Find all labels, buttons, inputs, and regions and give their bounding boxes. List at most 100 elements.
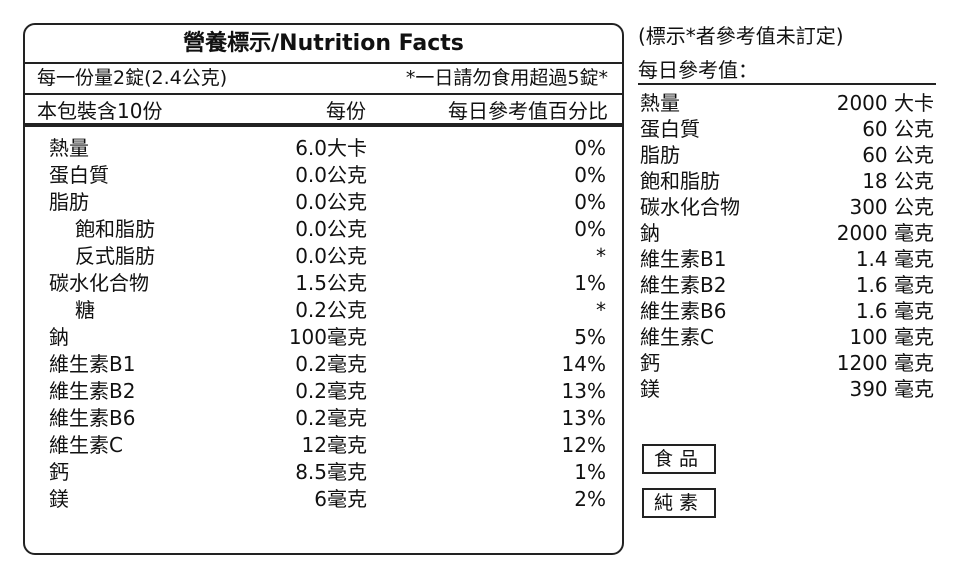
nutrient-row: 脂肪 0.0公克 0%: [25, 189, 622, 215]
reference-nutrient-name: 維生素B6: [640, 299, 727, 323]
reference-row: 維生素B1 1.4 毫克: [638, 246, 936, 272]
nutrient-amount: 6毫克: [314, 487, 367, 511]
reference-row: 熱量 2000 大卡: [638, 90, 936, 116]
reference-nutrient-name: 碳水化合物: [640, 195, 740, 219]
nutrient-amount: 0.2毫克: [295, 352, 367, 376]
nutrient-row: 鈣 8.5毫克 1%: [25, 459, 622, 485]
nutrient-daily-percent: 1%: [574, 271, 606, 295]
reference-nutrient-name: 熱量: [640, 91, 680, 115]
reference-nutrient-name: 蛋白質: [640, 117, 700, 141]
nutrient-row: 蛋白質 0.0公克 0%: [25, 162, 622, 188]
badge-vegan: 純素: [642, 488, 716, 518]
divider-serving: [25, 93, 622, 95]
daily-limit-note: *一日請勿食用超過5錠*: [405, 67, 608, 89]
nutrient-daily-percent: 13%: [561, 379, 606, 403]
nutrient-amount: 0.0公克: [295, 244, 367, 268]
reference-row: 維生素B6 1.6 毫克: [638, 298, 936, 324]
reference-row: 維生素C 100 毫克: [638, 324, 936, 350]
nutrient-amount: 8.5毫克: [295, 460, 367, 484]
nutrient-amount: 0.0公克: [295, 163, 367, 187]
servings-per-package: 本包裝含10份: [37, 99, 163, 123]
nutrient-amount: 0.2公克: [295, 298, 367, 322]
nutrient-daily-percent: 0%: [574, 163, 606, 187]
nutrient-row: 鎂 6毫克 2%: [25, 486, 622, 512]
nutrient-daily-percent: 0%: [574, 136, 606, 160]
reference-nutrient-value: 1.6 毫克: [855, 273, 934, 297]
nutrient-row: 維生素B6 0.2毫克 13%: [25, 405, 622, 431]
nutrient-name: 蛋白質: [49, 163, 109, 187]
nutrient-daily-percent: 14%: [561, 352, 606, 376]
nutrient-amount: 1.5公克: [295, 271, 367, 295]
nutrient-row: 鈉 100毫克 5%: [25, 324, 622, 350]
reference-nutrient-value: 60 公克: [862, 117, 934, 141]
nutrient-daily-percent: 12%: [561, 433, 606, 457]
nutrient-daily-percent: 13%: [561, 406, 606, 430]
column-header-daily-value: 每日參考值百分比: [448, 99, 608, 123]
reference-row: 碳水化合物 300 公克: [638, 194, 936, 220]
nutrient-row: 維生素B2 0.2毫克 13%: [25, 378, 622, 404]
nutrient-daily-percent: 5%: [574, 325, 606, 349]
reference-nutrient-name: 飽和脂肪: [640, 169, 720, 193]
reference-nutrient-value: 1.4 毫克: [855, 247, 934, 271]
nutrient-amount: 12毫克: [301, 433, 367, 457]
nutrient-amount: 0.2毫克: [295, 406, 367, 430]
reference-row: 鈉 2000 毫克: [638, 220, 936, 246]
reference-nutrient-value: 1200 毫克: [836, 351, 934, 375]
nutrient-row: 熱量 6.0大卡 0%: [25, 135, 622, 161]
nutrient-daily-percent: 0%: [574, 217, 606, 241]
nutrient-amount: 0.2毫克: [295, 379, 367, 403]
divider-header: [25, 123, 622, 127]
nutrient-name: 糖: [75, 298, 95, 322]
nutrient-row: 維生素B1 0.2毫克 14%: [25, 351, 622, 377]
reference-nutrient-value: 100 毫克: [849, 325, 934, 349]
nutrient-amount: 6.0大卡: [295, 136, 367, 160]
reference-nutrient-name: 維生素B2: [640, 273, 727, 297]
nutrient-row: 維生素C 12毫克 12%: [25, 432, 622, 458]
reference-row: 蛋白質 60 公克: [638, 116, 936, 142]
reference-nutrient-value: 60 公克: [862, 143, 934, 167]
reference-row: 鈣 1200 毫克: [638, 350, 936, 376]
serving-size: 每一份量2錠(2.4公克): [37, 67, 228, 89]
nutrient-name: 熱量: [49, 136, 89, 160]
reference-nutrient-value: 2000 大卡: [836, 91, 934, 115]
reference-nutrient-name: 維生素B1: [640, 247, 727, 271]
reference-nutrient-name: 維生素C: [640, 325, 714, 349]
nutrient-row: 糖 0.2公克 *: [25, 297, 622, 323]
column-header-per-serving: 每份: [326, 99, 366, 123]
reference-nutrient-value: 300 公克: [849, 195, 934, 219]
reference-row: 脂肪 60 公克: [638, 142, 936, 168]
nutrient-amount: 0.0公克: [295, 190, 367, 214]
nutrient-amount: 100毫克: [288, 325, 367, 349]
nutrient-row: 碳水化合物 1.5公克 1%: [25, 270, 622, 296]
badge-food: 食品: [642, 444, 716, 474]
reference-nutrient-name: 鈉: [640, 221, 660, 245]
reference-nutrient-name: 鎂: [640, 377, 660, 401]
reference-nutrient-name: 鈣: [640, 351, 660, 375]
reference-divider: [638, 83, 936, 85]
divider-title: [25, 62, 622, 64]
nutrient-name: 鎂: [49, 487, 69, 511]
reference-nutrient-value: 18 公克: [862, 169, 934, 193]
reference-nutrient-value: 1.6 毫克: [855, 299, 934, 323]
nutrition-facts-panel: 營養標示/Nutrition Facts 每一份量2錠(2.4公克) *一日請勿…: [23, 23, 624, 555]
reference-nutrient-name: 脂肪: [640, 143, 680, 167]
nutrient-name: 維生素C: [49, 433, 123, 457]
reference-nutrient-value: 2000 毫克: [836, 221, 934, 245]
nutrient-daily-percent: 2%: [574, 487, 606, 511]
panel-title: 營養標示/Nutrition Facts: [183, 31, 464, 56]
nutrient-name: 維生素B1: [49, 352, 136, 376]
reference-nutrient-value: 390 毫克: [849, 377, 934, 401]
nutrient-daily-percent: 1%: [574, 460, 606, 484]
nutrient-daily-percent: *: [596, 244, 606, 268]
reference-row: 飽和脂肪 18 公克: [638, 168, 936, 194]
nutrient-name: 鈣: [49, 460, 69, 484]
nutrient-daily-percent: 0%: [574, 190, 606, 214]
reference-row: 維生素B2 1.6 毫克: [638, 272, 936, 298]
reference-note: (標示*者參考值未訂定): [638, 24, 844, 48]
nutrient-row: 飽和脂肪 0.0公克 0%: [25, 216, 622, 242]
reference-title: 每日參考值：: [638, 58, 758, 82]
nutrient-daily-percent: *: [596, 298, 606, 322]
nutrient-amount: 0.0公克: [295, 217, 367, 241]
reference-row: 鎂 390 毫克: [638, 376, 936, 402]
nutrient-name: 反式脂肪: [75, 244, 155, 268]
